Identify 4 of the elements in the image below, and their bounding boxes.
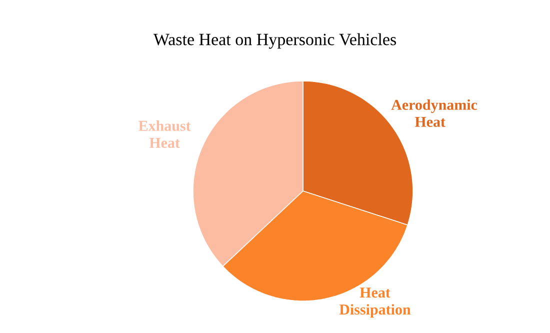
slice-label: Heat Dissipation <box>339 288 411 318</box>
slice-label: Exhaust Heat <box>138 120 191 148</box>
chart-title: Waste Heat on Hypersonic Vehicles <box>153 33 396 49</box>
slice-label: Aerodynamic Heat <box>391 99 478 127</box>
